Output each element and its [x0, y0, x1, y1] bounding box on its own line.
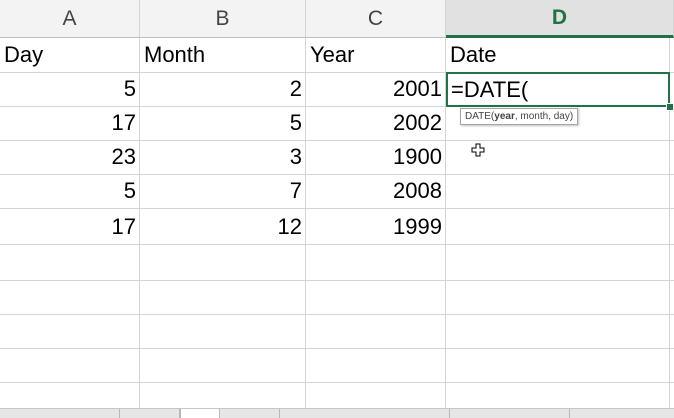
cell-a4[interactable]: 23 — [111, 144, 136, 169]
cell-c2[interactable]: 2001 — [393, 76, 442, 101]
grid-line — [0, 106, 674, 107]
grid-line — [0, 382, 674, 383]
grid-line — [445, 38, 446, 408]
grid-line — [0, 314, 674, 315]
cell-b1[interactable]: Month — [144, 42, 206, 67]
sheet-tab[interactable] — [280, 409, 450, 418]
cell-b3[interactable]: 5 — [289, 110, 302, 135]
sheet-tab[interactable] — [450, 409, 570, 418]
tooltip-prefix: DATE( — [465, 111, 495, 122]
sheet-tab[interactable] — [220, 409, 280, 418]
formula-text: =DATE( — [451, 76, 529, 102]
cell-c6[interactable]: 1999 — [393, 214, 442, 239]
cell-c1[interactable]: Year — [310, 42, 355, 67]
tooltip-current-arg[interactable]: year — [494, 111, 515, 122]
cell-d1[interactable]: Date — [450, 42, 497, 67]
cell-b5[interactable]: 7 — [289, 178, 302, 203]
function-tooltip[interactable]: DATE(year, month, day) — [460, 108, 579, 125]
cell-a1[interactable]: Day — [4, 42, 44, 67]
cell-c3[interactable]: 2002 — [393, 110, 442, 135]
sheet-tab-bar[interactable] — [0, 408, 674, 418]
grid-line — [0, 72, 674, 73]
column-header-d[interactable]: D — [446, 0, 674, 38]
cell-a5[interactable]: 5 — [123, 178, 136, 203]
grid-line — [0, 208, 674, 209]
cell-b2[interactable]: 2 — [289, 76, 302, 101]
cell-a6[interactable]: 17 — [111, 214, 136, 239]
grid-line — [305, 38, 306, 408]
spreadsheet-grid[interactable]: A B C D Day Month Year Date 5 2 2001 17 … — [0, 0, 674, 408]
cell-a2[interactable]: 5 — [123, 76, 136, 101]
active-cell-d2[interactable]: =DATE( — [446, 72, 670, 107]
cell-b6[interactable]: 12 — [277, 214, 302, 239]
grid-line — [139, 38, 140, 408]
grid-line — [0, 348, 674, 349]
grid-line — [0, 140, 674, 141]
grid-line — [669, 38, 670, 408]
column-header-b[interactable]: B — [140, 0, 306, 38]
tooltip-rest: , month, day) — [514, 111, 574, 122]
cell-c4[interactable]: 1900 — [393, 144, 442, 169]
grid-line — [0, 174, 674, 175]
fill-handle[interactable] — [666, 103, 674, 111]
sheet-tab[interactable] — [120, 409, 180, 418]
cell-c5[interactable]: 2008 — [393, 178, 442, 203]
grid-line — [0, 280, 674, 281]
sheet-tab-active[interactable] — [180, 409, 220, 418]
cell-a3[interactable]: 17 — [111, 110, 136, 135]
column-header-a[interactable]: A — [0, 0, 140, 38]
grid-line — [0, 244, 674, 245]
cell-b4[interactable]: 3 — [289, 144, 302, 169]
cross-cursor-icon — [471, 143, 485, 157]
sheet-tab[interactable] — [10, 409, 120, 418]
column-header-c[interactable]: C — [306, 0, 446, 38]
